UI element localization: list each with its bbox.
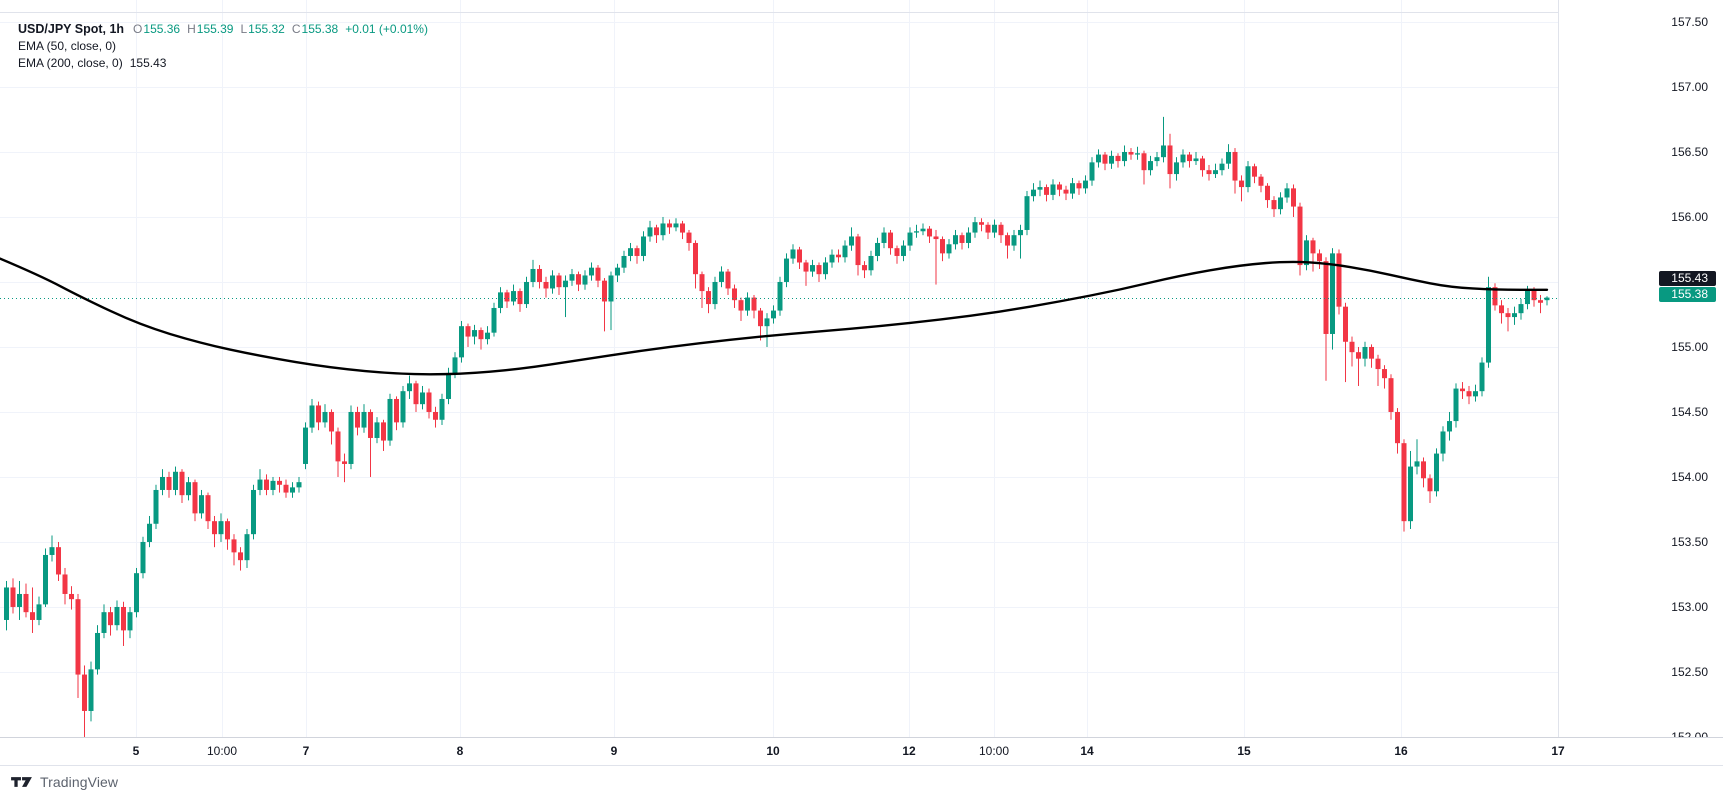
pane-top-divider <box>0 12 1723 13</box>
ohlc-close: C155.38 <box>291 22 339 36</box>
ema200-value: 155.43 <box>129 56 167 70</box>
price-axis-label: 157.00 <box>1671 79 1708 94</box>
indicator-legend-ema50[interactable]: EMA (50, close, 0) <box>18 39 117 53</box>
indicator-legend-ema200[interactable]: EMA (200, close, 0) 155.43 <box>18 56 167 70</box>
legend: USD/JPY Spot, 1h O155.36 H155.39 L155.32… <box>18 21 428 71</box>
time-axis-label: 8 <box>456 744 464 758</box>
price-axis-label: 154.50 <box>1671 404 1708 419</box>
time-axis-label: 9 <box>610 744 618 758</box>
time-axis-label: 7 <box>302 744 310 758</box>
price-axis-label: 152.50 <box>1671 664 1708 679</box>
price-axis[interactable]: 155.43 155.38 157.50 157.00 156.50 156.00 15… <box>1559 0 1723 744</box>
price-axis-border <box>1558 0 1559 766</box>
time-axis-label: 16 <box>1394 744 1408 758</box>
symbol-title: USD/JPY Spot, 1h <box>18 22 125 36</box>
time-axis-label: 12 <box>902 744 916 758</box>
ema-price-badge: 155.43 <box>1659 270 1716 286</box>
time-axis-label: 15 <box>1237 744 1251 758</box>
ohlc-low: L155.32 <box>240 22 285 36</box>
time-axis-label: 10:00 <box>978 744 1010 758</box>
tradingview-logo-text: TradingView <box>40 774 119 790</box>
last-price-badge: 155.38 <box>1659 286 1716 302</box>
time-axis-label: 5 <box>132 744 140 758</box>
symbol-legend[interactable]: USD/JPY Spot, 1h O155.36 H155.39 L155.32… <box>18 21 428 37</box>
price-axis-label: 156.00 <box>1671 209 1708 224</box>
main-pane: USD/JPY Spot, 1h O155.36 H155.39 L155.32… <box>0 0 1558 737</box>
tradingview-branding[interactable]: TradingView <box>10 774 118 790</box>
time-axis-divider <box>0 737 1723 738</box>
time-axis-label: 10 <box>766 744 780 758</box>
time-axis[interactable]: 5 10:00 7 8 9 10 12 10:00 14 15 16 17 <box>0 738 1723 765</box>
time-axis-label: 14 <box>1080 744 1094 758</box>
time-axis-label: 10:00 <box>206 744 238 758</box>
price-chart-canvas[interactable] <box>0 0 1558 737</box>
price-axis-label: 155.00 <box>1671 339 1708 354</box>
change-value: +0.01 (+0.01%) <box>345 22 428 36</box>
price-axis-label: 153.50 <box>1671 534 1708 549</box>
time-axis-label: 17 <box>1551 744 1565 758</box>
price-axis-label: 157.50 <box>1671 14 1708 29</box>
bottom-strip-divider <box>0 765 1723 766</box>
price-axis-label: 154.00 <box>1671 469 1708 484</box>
price-axis-label: 156.50 <box>1671 144 1708 159</box>
ohlc-high: H155.39 <box>187 22 234 36</box>
ohlc-open: O155.36 <box>133 22 181 36</box>
price-axis-label: 153.00 <box>1671 599 1708 614</box>
tradingview-logo-icon <box>11 777 32 787</box>
